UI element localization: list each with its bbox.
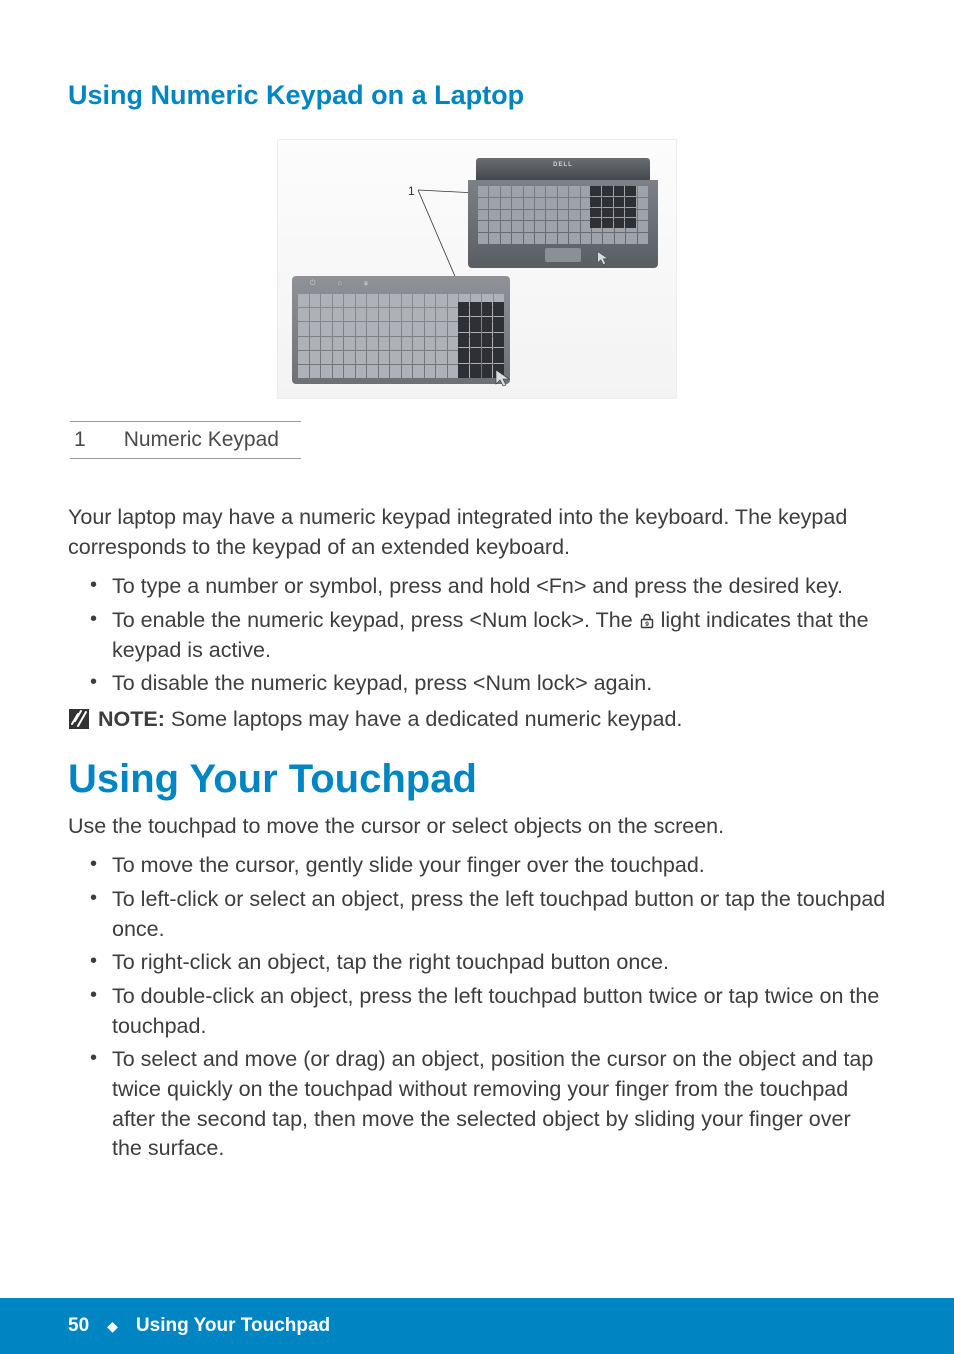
numlock-indicator-icon: 9 — [639, 613, 655, 629]
list-item: To left-click or select an object, press… — [108, 885, 886, 944]
figure-container: 1 DELL ⏻ ⌂ ⦿ — [68, 139, 886, 399]
figure-caption-table: 1 Numeric Keypad — [70, 421, 301, 459]
list-item: To select and move (or drag) an object, … — [108, 1045, 886, 1164]
page-number: 50 — [68, 1315, 89, 1337]
section1-intro: Your laptop may have a numeric keypad in… — [68, 503, 886, 562]
note-block: NOTE: Some laptops may have a dedicated … — [68, 705, 886, 735]
note-label: NOTE: — [98, 707, 165, 731]
note-icon — [68, 708, 90, 730]
caption-number: 1 — [70, 422, 120, 459]
section2-intro: Use the touchpad to move the cursor or s… — [68, 812, 886, 842]
laptop-numeric-keypad-highlight — [590, 186, 636, 228]
footer-separator-icon: ◆ — [107, 1318, 118, 1335]
note-text: Some laptops may have a dedicated numeri… — [165, 707, 683, 731]
list-item: To disable the numeric keypad, press <Nu… — [108, 669, 886, 699]
laptop-illustration: DELL — [468, 158, 658, 268]
page-footer: 50 ◆ Using Your Touchpad — [0, 1298, 954, 1354]
list-item: To right-click an object, tap the right … — [108, 948, 886, 978]
list-item: To move the cursor, gently slide your fi… — [108, 851, 886, 881]
bullet-text-pre: To enable the numeric keypad, press <Num… — [112, 608, 639, 632]
cursor-icon — [494, 368, 514, 388]
list-item: To double-click an object, press the lef… — [108, 982, 886, 1041]
svg-text:9: 9 — [645, 621, 649, 628]
keypad-figure: 1 DELL ⏻ ⌂ ⦿ — [277, 139, 677, 399]
section-heading-numeric-keypad: Using Numeric Keypad on a Laptop — [68, 80, 886, 111]
list-item: To enable the numeric keypad, press <Num… — [108, 606, 886, 665]
desktop-numeric-keypad-highlight — [458, 302, 504, 378]
section2-bullet-list: To move the cursor, gently slide your fi… — [68, 851, 886, 1164]
caption-label: Numeric Keypad — [120, 422, 301, 459]
section1-bullet-list: To type a number or symbol, press and ho… — [68, 572, 886, 699]
desktop-keyboard-illustration: ⏻ ⌂ ⦿ — [292, 276, 510, 384]
section-heading-touchpad: Using Your Touchpad — [68, 757, 886, 802]
laptop-brand-label: DELL — [553, 162, 573, 168]
footer-title: Using Your Touchpad — [136, 1315, 330, 1337]
callout-number-1: 1 — [408, 184, 415, 198]
cursor-icon — [596, 250, 612, 266]
list-item: To type a number or symbol, press and ho… — [108, 572, 886, 602]
